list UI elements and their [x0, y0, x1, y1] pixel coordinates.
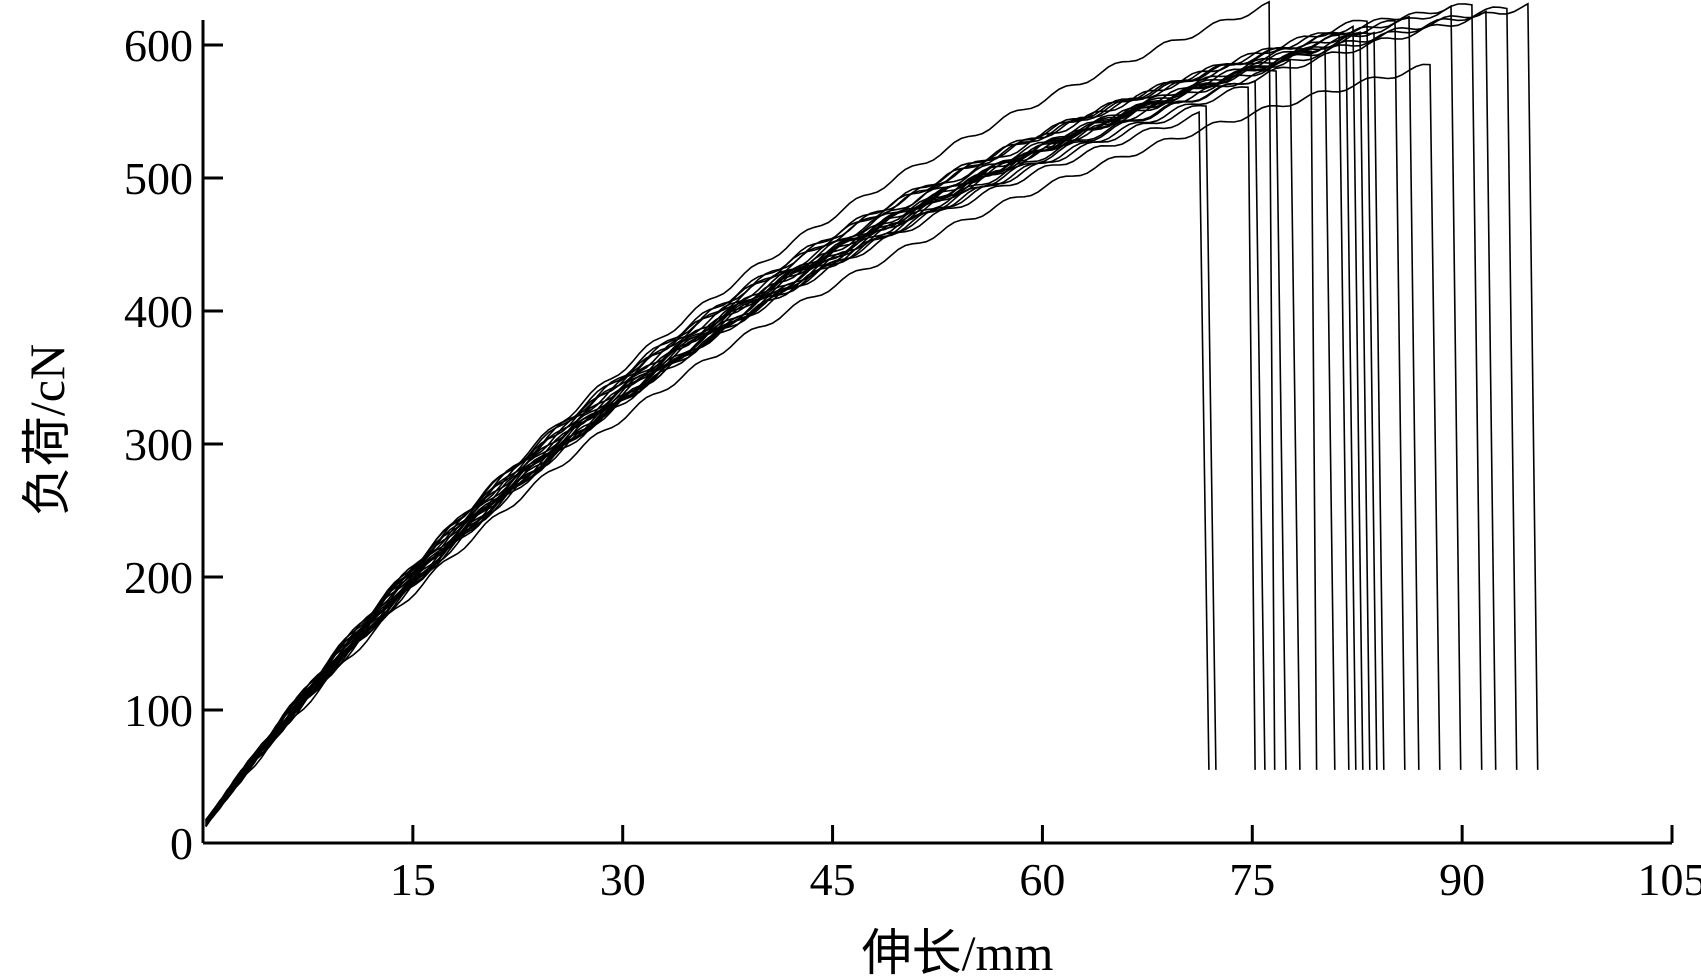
load-curve-20 [205, 3, 1483, 823]
y-tick-label: 300 [124, 419, 193, 470]
load-curve-8 [205, 49, 1318, 821]
load-curve-11 [205, 32, 1357, 827]
load-curve-3 [205, 86, 1256, 822]
x-ticks-group: 15 30 45 60 75 90 105 [390, 825, 1701, 905]
x-tick-label: 105 [1638, 854, 1701, 905]
x-tick-label: 45 [810, 854, 856, 905]
y-tick-label: 400 [124, 286, 193, 337]
load-curve-9 [205, 45, 1336, 821]
load-curve-14 [205, 19, 1378, 822]
load-curve-1 [205, 110, 1210, 823]
load-curve-12 [205, 24, 1364, 827]
x-tick-label: 15 [390, 854, 436, 905]
y-tick-label: 100 [124, 685, 193, 736]
load-curve-22 [205, 6, 1518, 822]
x-tick-label: 90 [1439, 854, 1485, 905]
load-curve-21 [205, 10, 1497, 821]
load-curve-7 [205, 58, 1301, 824]
y-ticks-group: 0 100 200 300 400 500 600 [124, 20, 223, 869]
y-axis-label: 负荷/cN [19, 344, 75, 516]
x-axis-label: 伸长/mm [862, 925, 1054, 977]
x-tick-label: 60 [1019, 854, 1065, 905]
axes-group [201, 20, 1672, 845]
x-tick-label: 75 [1229, 854, 1275, 905]
load-curve-2 [205, 104, 1217, 821]
load-curve-23 [205, 2, 1539, 825]
y-tick-label: 200 [124, 552, 193, 603]
x-tick-label: 30 [600, 854, 646, 905]
load-curve-4 [205, 80, 1266, 825]
curves-group [205, 0, 1539, 828]
load-curve-18 [205, 63, 1441, 828]
load-curve-6 [205, 69, 1287, 827]
y-tick-label: 600 [124, 20, 193, 71]
load-curve-16 [205, 19, 1406, 823]
load-curve-13 [205, 31, 1371, 825]
y-tick-label: 0 [170, 818, 193, 869]
load-curve-19 [205, 4, 1462, 826]
load-curve-10 [205, 34, 1350, 824]
load-curve-17 [205, 15, 1420, 826]
y-tick-label: 500 [124, 153, 193, 204]
